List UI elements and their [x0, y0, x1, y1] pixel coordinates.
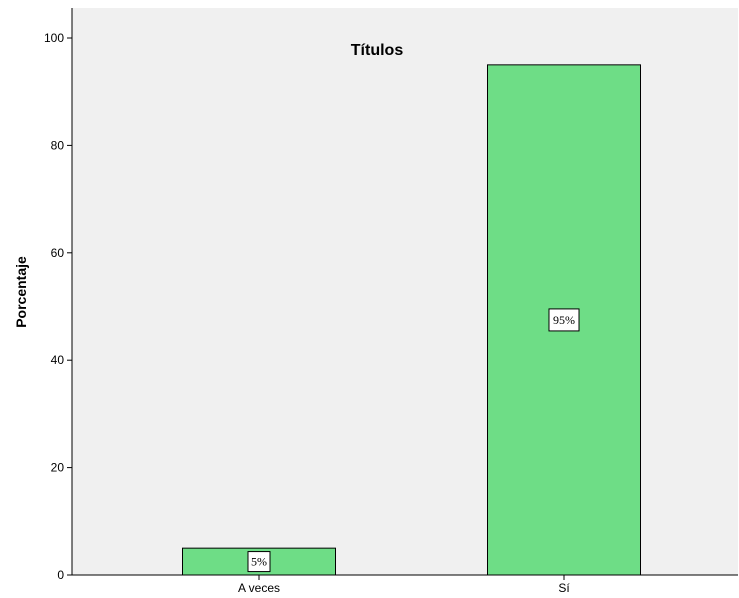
x-tick-label: Sí: [558, 581, 570, 595]
chart-title: Títulos: [351, 42, 404, 59]
y-tick-label: 80: [51, 138, 65, 152]
data-label: 5%: [251, 555, 267, 569]
y-axis-label: Porcentaje: [13, 256, 29, 328]
y-tick-label: 20: [51, 461, 65, 475]
y-tick-label: 40: [51, 353, 65, 367]
axes: 0 20 40 60 80 100 A veces Sí: [44, 8, 738, 595]
x-tick-label: A veces: [238, 581, 280, 595]
data-label-box: [548, 308, 580, 332]
y-tick-label: 100: [44, 31, 64, 45]
data-label: 95%: [553, 313, 575, 327]
data-labels: 5% 95%: [247, 308, 580, 573]
y-tick-label: 0: [57, 568, 64, 582]
data-label-box: [247, 551, 271, 573]
y-tick-label: 60: [51, 246, 65, 260]
